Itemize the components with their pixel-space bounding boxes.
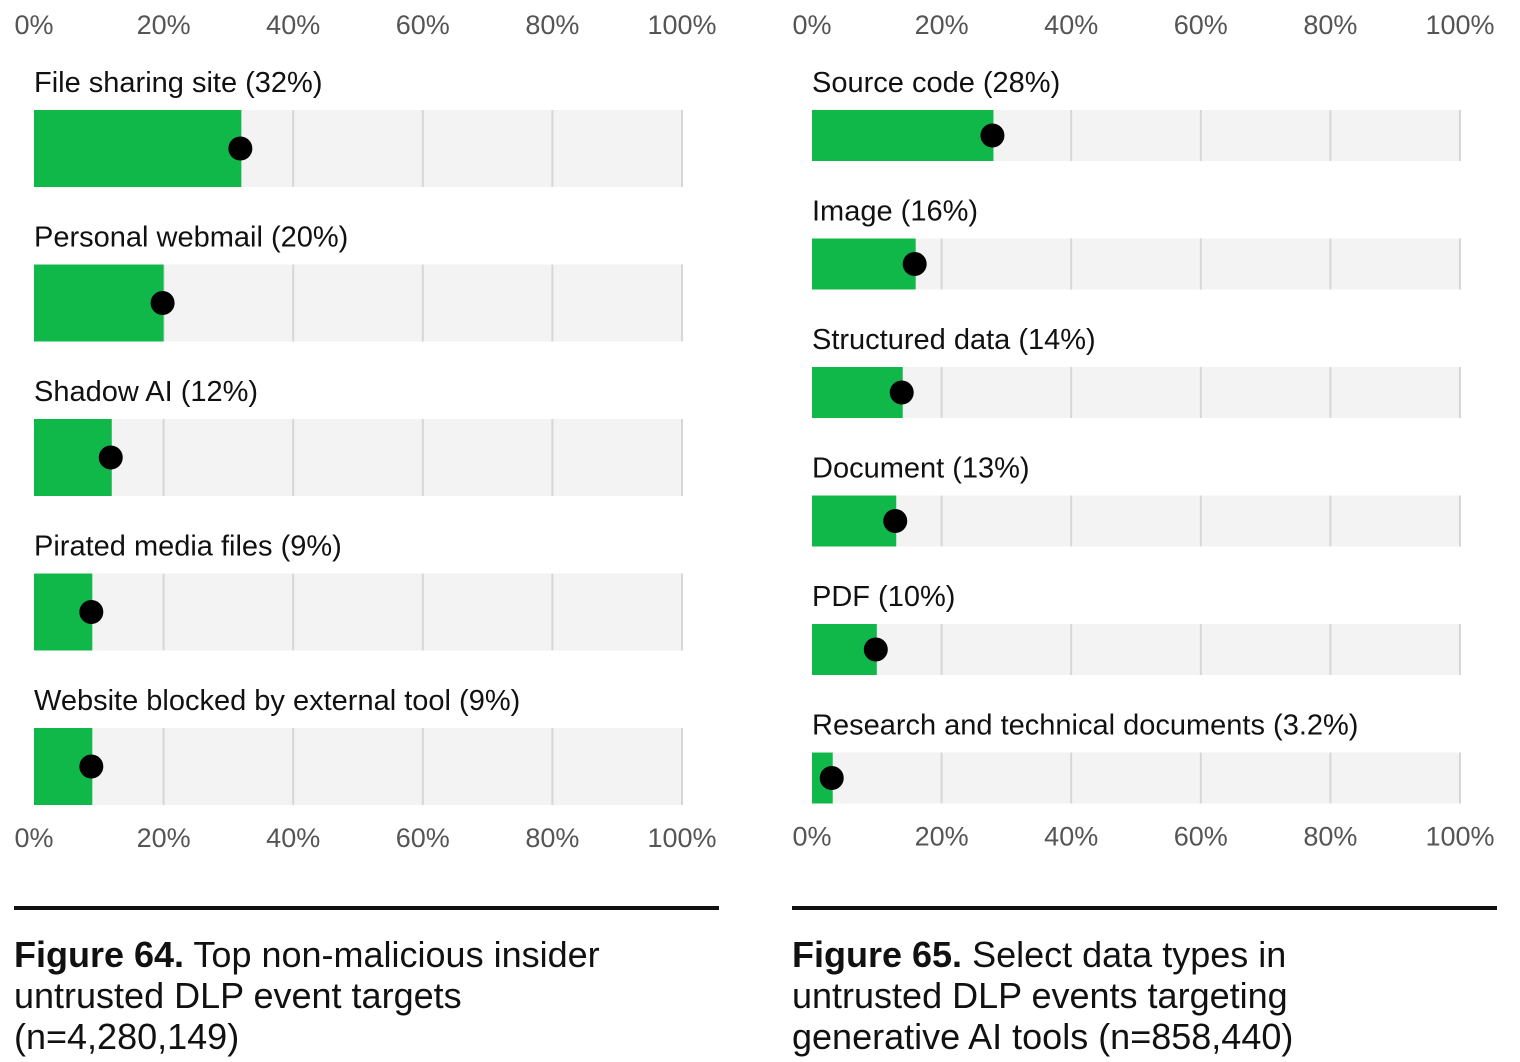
value-bar	[34, 110, 242, 187]
caption-line-3: (n=4,280,149)	[14, 1016, 240, 1057]
bar-track	[812, 624, 1460, 675]
top-axis-tick-label: 0%	[14, 10, 53, 40]
value-dot	[883, 509, 908, 533]
value-bar	[812, 110, 994, 161]
top-axis-tick-label: 60%	[1174, 10, 1228, 40]
value-dot	[228, 136, 253, 161]
caption-line-2: untrusted DLP event targets	[14, 975, 462, 1016]
top-axis-tick-label: 80%	[525, 10, 579, 40]
value-dot	[902, 252, 927, 276]
bar-track	[812, 495, 1460, 547]
figure-65-chart: 0% 0% 20% 20% 40% 40% 60% 60% 80% 80% 100% 100% Sour…	[792, 10, 1494, 852]
value-dot	[98, 445, 123, 470]
bottom-axis-tick-label: 60%	[396, 823, 450, 853]
top-axis-tick-label: 100%	[1425, 10, 1494, 40]
bottom-axis-tick-label: 0%	[792, 822, 831, 852]
value-dot	[889, 380, 914, 405]
caption-divider	[792, 906, 1497, 910]
top-axis-tick-label: 60%	[396, 10, 450, 40]
value-dot	[980, 123, 1005, 148]
figure-64-caption: Figure 64. Top non-malicious insider unt…	[14, 934, 719, 1057]
value-dot	[79, 754, 104, 779]
caption-line-2: untrusted DLP events targeting	[792, 975, 1288, 1016]
bar-track	[34, 419, 682, 496]
bar-track	[34, 728, 682, 805]
bottom-axis-tick-label: 40%	[266, 823, 320, 853]
category-label: Pirated media files (9%)	[34, 531, 342, 563]
top-axis-tick-label: 0%	[792, 10, 831, 40]
category-label: PDF (10%)	[812, 581, 955, 613]
bottom-axis-tick-label: 60%	[1174, 822, 1228, 852]
category-label: Structured data (14%)	[812, 324, 1096, 356]
category-label: Shadow AI (12%)	[34, 376, 258, 408]
bar-track	[34, 573, 682, 651]
top-axis-tick-label: 20%	[137, 10, 191, 40]
category-label: Website blocked by external tool (9%)	[34, 685, 520, 717]
value-bar	[34, 264, 164, 342]
bottom-axis-tick-label: 0%	[14, 823, 53, 853]
bar-track	[812, 367, 1460, 418]
bottom-axis-tick-label: 100%	[1425, 822, 1494, 852]
top-axis-tick-label: 100%	[647, 10, 716, 40]
top-axis-tick-label: 20%	[915, 10, 969, 40]
bottom-axis-tick-label: 100%	[647, 823, 716, 853]
value-bar	[812, 495, 897, 547]
bottom-axis-tick-label: 40%	[1044, 822, 1098, 852]
caption-figure-number: Figure 65.	[792, 934, 963, 975]
category-label: Document (13%)	[812, 453, 1030, 485]
category-label: Research and technical documents (3.2%)	[812, 710, 1358, 742]
bottom-axis-tick-label: 80%	[525, 823, 579, 853]
value-bar	[812, 367, 903, 418]
top-axis-tick-label: 80%	[1303, 10, 1357, 40]
figure-65-panel: 0% 0% 20% 20% 40% 40% 60% 60% 80% 80% 100% 100% Sour…	[778, 0, 1498, 1062]
figure-64-panel: 0% 0% 20% 20% 40% 40% 60% 60% 80% 80% 100% 100% File…	[0, 0, 720, 1062]
caption-divider	[14, 906, 719, 910]
category-label: Source code (28%)	[812, 67, 1060, 99]
top-axis-tick-label: 40%	[1044, 10, 1098, 40]
caption-line-1: Select data types in	[972, 934, 1287, 975]
value-dot	[819, 766, 844, 790]
caption-figure-number: Figure 64.	[14, 934, 185, 975]
bar-track	[812, 752, 1460, 804]
caption-line-1: Top non-malicious insider	[193, 934, 600, 975]
figure-65-caption: Figure 65. Select data types in untruste…	[792, 934, 1497, 1057]
value-dot	[863, 637, 888, 662]
value-bar	[812, 238, 916, 290]
figure-64-chart: 0% 0% 20% 20% 40% 40% 60% 60% 80% 80% 100% 100% File…	[14, 10, 716, 853]
category-label: File sharing site (32%)	[34, 67, 323, 99]
bottom-axis-tick-label: 80%	[1303, 822, 1357, 852]
value-dot	[150, 291, 175, 315]
bottom-axis-tick-label: 20%	[137, 823, 191, 853]
caption-line-3: generative AI tools (n=858,440)	[792, 1016, 1294, 1057]
top-axis-tick-label: 40%	[266, 10, 320, 40]
category-label: Image (16%)	[812, 196, 978, 228]
bottom-axis-tick-label: 20%	[915, 822, 969, 852]
value-dot	[79, 600, 104, 624]
category-label: Personal webmail (20%)	[34, 222, 348, 254]
